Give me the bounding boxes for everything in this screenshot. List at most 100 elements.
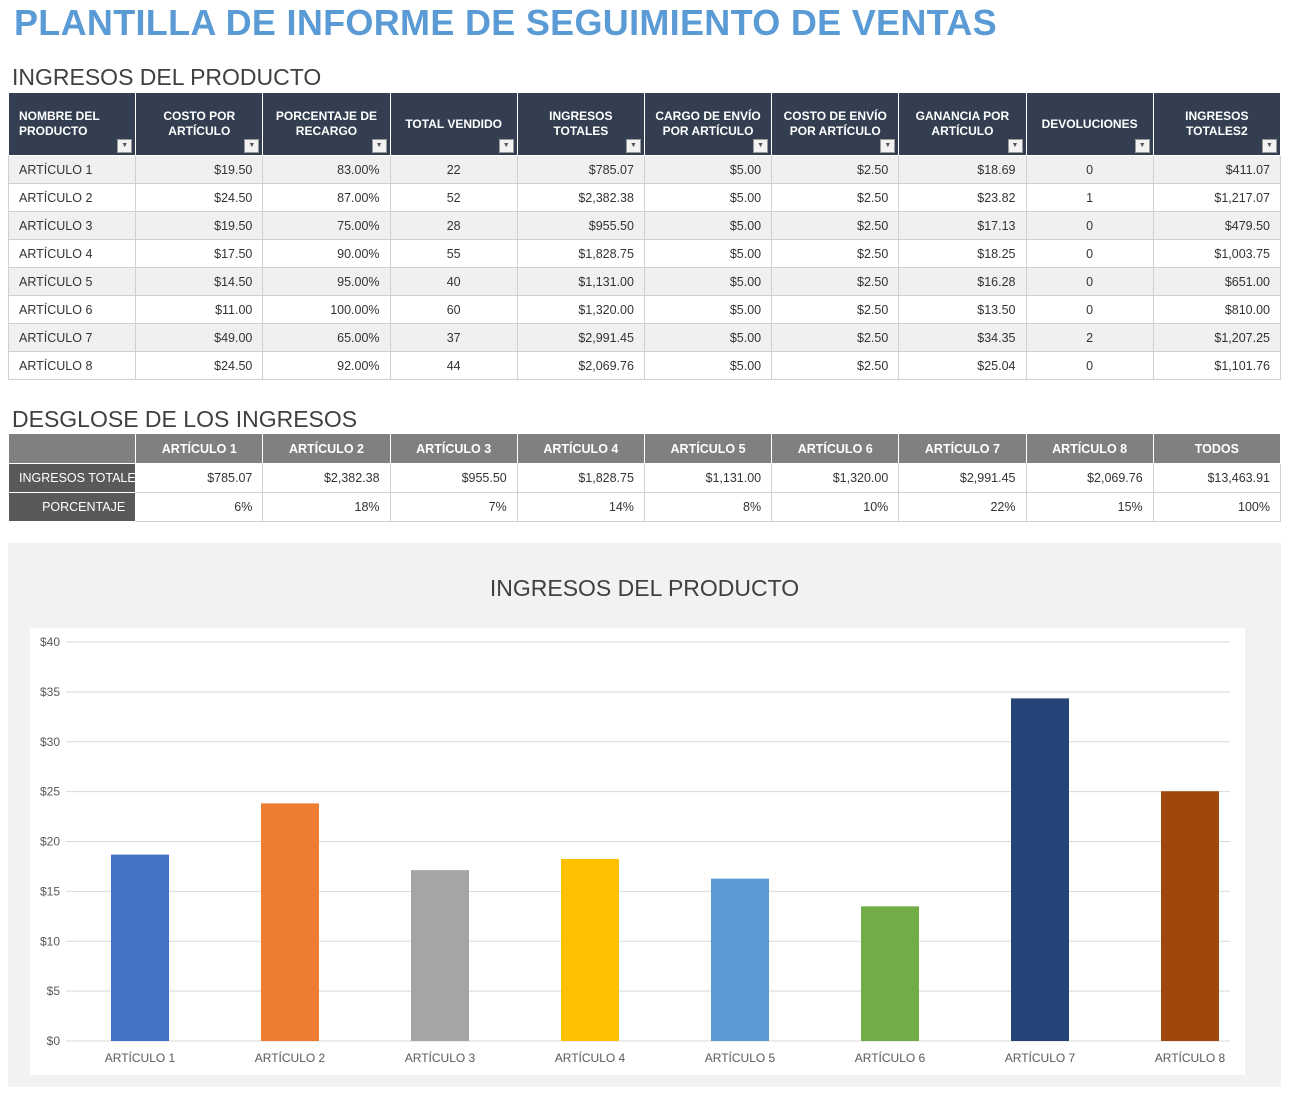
- table-cell: 87.00%: [262, 183, 391, 212]
- bar: [411, 870, 469, 1041]
- table-cell: 44: [389, 351, 518, 380]
- table-cell: 100%: [1152, 492, 1282, 522]
- table-cell: $1,207.25: [1152, 323, 1282, 352]
- breakdown-section-title: DESGLOSE DE LOS INGRESOS: [12, 406, 358, 432]
- column-header: INGRESOS TOTALES ▼: [516, 92, 645, 156]
- table-cell: $411.07: [1152, 155, 1282, 184]
- table-cell: 14%: [516, 492, 645, 522]
- table-cell: $2,991.45: [516, 323, 645, 352]
- filter-dropdown-button[interactable]: ▼: [753, 139, 769, 153]
- bar: [261, 803, 319, 1041]
- table-cell: 60: [389, 295, 518, 324]
- table-cell: 8%: [643, 492, 773, 522]
- table-cell: $49.00: [135, 323, 264, 352]
- table-cell: $5.00: [643, 267, 773, 296]
- table-cell: $1,828.75: [516, 239, 645, 268]
- table-cell: $2.50: [771, 323, 900, 352]
- table-row: ARTÍCULO 1 $19.50 83.00% 22 $785.07 $5.00 $2.5…: [7, 155, 1282, 184]
- table-cell: 6%: [135, 492, 264, 522]
- table-cell: $5.00: [643, 351, 773, 380]
- column-header: ARTÍCULO 5: [643, 433, 773, 464]
- row-header: PORCENTAJE: [7, 492, 137, 522]
- filter-dropdown-button[interactable]: ▼: [880, 139, 896, 153]
- column-header: NOMBRE DEL PRODUCTO ▼: [7, 92, 137, 156]
- column-header: PORCENTAJE DE RECARGO ▼: [262, 92, 391, 156]
- table-cell: $18.69: [898, 155, 1027, 184]
- table-cell: $2,382.38: [516, 183, 645, 212]
- table-cell: $2,382.38: [262, 463, 391, 493]
- column-header: ARTÍCULO 8: [1025, 433, 1154, 464]
- table-cell: 0: [1025, 239, 1154, 268]
- y-tick-label: $5: [47, 984, 61, 998]
- table-cell: 0: [1025, 155, 1154, 184]
- table-cell: $1,101.76: [1152, 351, 1282, 380]
- revenue-breakdown-table: ARTÍCULO 1 ARTÍCULO 2 ARTÍCULO 3 ARTÍCULO 4…: [7, 433, 1282, 522]
- table-cell: 22: [389, 155, 518, 184]
- table-cell: $17.13: [898, 211, 1027, 240]
- table-cell: $16.28: [898, 267, 1027, 296]
- table-cell: $2,069.76: [516, 351, 645, 380]
- x-tick-label: ARTÍCULO 3: [405, 1050, 476, 1065]
- table-cell: $2.50: [771, 351, 900, 380]
- table-cell: $11.00: [135, 295, 264, 324]
- table-cell: $2.50: [771, 239, 900, 268]
- table-cell: 22%: [898, 492, 1027, 522]
- column-header: CARGO DE ENVÍO POR ARTÍCULO ▼: [643, 92, 773, 156]
- bar: [561, 858, 619, 1041]
- table-cell: ARTÍCULO 3: [7, 211, 137, 240]
- table-cell: $2,069.76: [1025, 463, 1154, 493]
- y-tick-label: $0: [47, 1034, 61, 1048]
- y-tick-label: $30: [40, 735, 60, 749]
- x-tick-label: ARTÍCULO 8: [1155, 1050, 1226, 1065]
- table-cell: $785.07: [516, 155, 645, 184]
- y-tick-label: $35: [40, 685, 60, 699]
- table-cell: $2.50: [771, 155, 900, 184]
- table-cell: 100.00%: [262, 295, 391, 324]
- table-cell: $5.00: [643, 155, 773, 184]
- column-header: DEVOLUCIONES ▼: [1025, 92, 1154, 156]
- filter-dropdown-button[interactable]: ▼: [498, 139, 514, 153]
- table-cell: $1,003.75: [1152, 239, 1282, 268]
- table-cell: 65.00%: [262, 323, 391, 352]
- bar: [111, 854, 169, 1041]
- table-row: ARTÍCULO 4 $17.50 90.00% 55 $1,828.75 $5.00 $2…: [7, 239, 1282, 268]
- filter-dropdown-button[interactable]: ▼: [1262, 139, 1277, 153]
- filter-dropdown-button[interactable]: ▼: [244, 139, 260, 153]
- bar: [861, 906, 919, 1041]
- column-header: ARTÍCULO 3: [389, 433, 518, 464]
- filter-dropdown-button[interactable]: ▼: [371, 139, 387, 153]
- bar-chart: $0 $5 $10 $15 $20 $25 $30 $35 $40 ARTÍCULO 1 ARTÍC…: [40, 635, 1230, 1065]
- table-cell: $2.50: [771, 211, 900, 240]
- table-cell: $1,320.00: [771, 463, 900, 493]
- column-header: TOTAL VENDIDO ▼: [389, 92, 518, 156]
- filter-dropdown-button[interactable]: ▼: [625, 139, 641, 153]
- chart-panel: INGRESOS DEL PRODUCTO $0 $5 $10 $15 $20 $25 $3…: [8, 543, 1281, 1087]
- column-header: ARTÍCULO 6: [771, 433, 900, 464]
- table-row: ARTÍCULO 3 $19.50 75.00% 28 $955.50 $5.00 $2.5…: [7, 211, 1282, 240]
- product-revenue-table: NOMBRE DEL PRODUCTO ▼ COSTO POR ARTÍCULO ▼ P…: [7, 92, 1282, 380]
- table-cell: 1: [1025, 183, 1154, 212]
- table-cell: $5.00: [643, 239, 773, 268]
- x-tick-label: ARTÍCULO 1: [105, 1050, 176, 1065]
- column-header: ARTÍCULO 1: [135, 433, 264, 464]
- bar: [1161, 791, 1219, 1041]
- table-cell: $2.50: [771, 183, 900, 212]
- column-header: ARTÍCULO 4: [516, 433, 645, 464]
- table-cell: $19.50: [135, 155, 264, 184]
- filter-dropdown-button[interactable]: ▼: [1134, 139, 1150, 153]
- x-tick-label: ARTÍCULO 5: [705, 1050, 776, 1065]
- table-cell: $810.00: [1152, 295, 1282, 324]
- table-cell: $24.50: [135, 183, 264, 212]
- table-row: INGRESOS TOTALES $785.07 $2,382.38 $955.50 $…: [7, 463, 1282, 493]
- table-cell: $24.50: [135, 351, 264, 380]
- table-cell: 92.00%: [262, 351, 391, 380]
- product-section-title: INGRESOS DEL PRODUCTO: [12, 64, 322, 90]
- y-tick-label: $20: [40, 835, 60, 849]
- table-cell: 0: [1025, 295, 1154, 324]
- table-cell: 7%: [389, 492, 518, 522]
- y-tick-label: $40: [40, 635, 60, 649]
- filter-dropdown-button[interactable]: ▼: [117, 139, 133, 153]
- filter-dropdown-button[interactable]: ▼: [1007, 139, 1023, 153]
- row-header: INGRESOS TOTALES: [7, 463, 137, 493]
- table-cell: 28: [389, 211, 518, 240]
